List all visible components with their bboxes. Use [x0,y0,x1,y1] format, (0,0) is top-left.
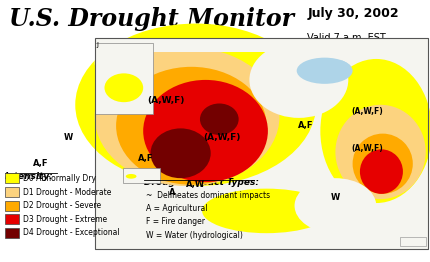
Text: (A,W,F): (A,W,F) [147,96,184,105]
Ellipse shape [150,128,211,178]
Text: D4 Drought - Exceptional: D4 Drought - Exceptional [23,228,120,237]
Ellipse shape [360,149,403,194]
Text: Valid 7 a.m. EST: Valid 7 a.m. EST [307,33,386,43]
Ellipse shape [295,178,376,233]
Text: (A,W,F): (A,W,F) [203,133,240,142]
Text: A,W: A,W [186,180,205,189]
Ellipse shape [297,58,353,84]
Ellipse shape [104,73,143,102]
Text: (A,W,F): (A,W,F) [352,107,384,116]
Text: D3 Drought - Extreme: D3 Drought - Extreme [23,215,107,224]
FancyBboxPatch shape [5,201,19,211]
Text: Intensity:: Intensity: [5,172,54,181]
Text: W: W [331,193,340,202]
Text: ~  Delineates dominant impacts: ~ Delineates dominant impacts [146,191,270,200]
Text: U.S. Drought Monitor: U.S. Drought Monitor [9,7,294,31]
Ellipse shape [95,50,133,76]
FancyBboxPatch shape [95,38,428,249]
Ellipse shape [202,189,331,233]
Text: Drought Impact Types:: Drought Impact Types: [144,178,259,187]
FancyBboxPatch shape [5,214,19,224]
Ellipse shape [353,134,413,194]
Ellipse shape [95,47,280,186]
Text: July 30, 2002: July 30, 2002 [307,7,399,20]
FancyBboxPatch shape [5,187,19,197]
Text: W = Water (hydrological): W = Water (hydrological) [146,231,243,239]
FancyBboxPatch shape [95,43,153,114]
Text: A,F: A,F [298,121,313,130]
Text: A,F: A,F [33,159,49,168]
FancyBboxPatch shape [5,173,19,183]
Text: A = Agricultural: A = Agricultural [146,204,208,213]
Ellipse shape [126,174,137,179]
Text: D2 Drought - Severe: D2 Drought - Severe [23,201,101,210]
Text: D0 Abnormally Dry: D0 Abnormally Dry [23,174,96,183]
FancyBboxPatch shape [123,168,160,183]
FancyBboxPatch shape [95,38,133,73]
Ellipse shape [335,105,426,199]
FancyBboxPatch shape [400,237,426,246]
Text: (A,W,F): (A,W,F) [352,144,384,152]
Text: W: W [64,133,74,142]
FancyBboxPatch shape [5,228,19,238]
FancyBboxPatch shape [95,38,428,52]
Ellipse shape [143,80,268,182]
Ellipse shape [249,42,348,118]
Text: J: J [97,42,99,48]
Text: F = Fire danger: F = Fire danger [146,217,205,226]
Ellipse shape [320,59,430,203]
Text: D1 Drought - Moderate: D1 Drought - Moderate [23,188,111,196]
Ellipse shape [297,58,353,84]
Ellipse shape [75,24,316,186]
Ellipse shape [200,103,239,135]
Text: A: A [169,188,175,197]
Ellipse shape [116,67,267,185]
Text: A,F: A,F [138,154,154,163]
